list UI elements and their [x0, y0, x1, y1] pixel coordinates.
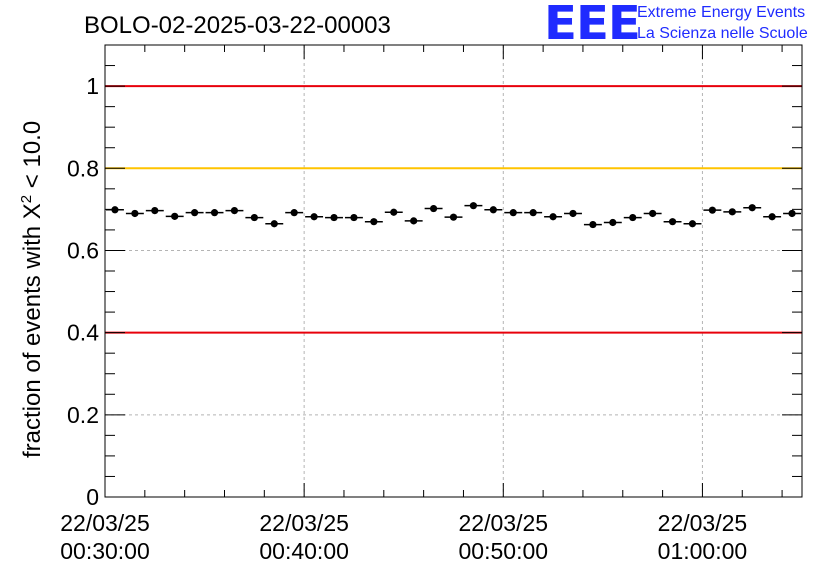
data-point	[131, 209, 139, 218]
y-tick-label: 0	[86, 484, 99, 510]
data-point	[410, 217, 418, 225]
x-tick-label-date: 22/03/25	[658, 510, 748, 536]
data-point	[310, 213, 318, 221]
data-point	[589, 220, 597, 229]
data-point	[250, 213, 258, 222]
y-tick-label: 0.6	[67, 237, 99, 263]
eee-logo-mark: EEE	[544, 0, 641, 50]
data-point	[469, 202, 478, 210]
data-point	[330, 213, 338, 222]
data-point	[708, 206, 716, 214]
data-point	[370, 218, 378, 226]
x-tick-label-time: 00:30:00	[60, 538, 150, 564]
chart-title: BOLO-02-2025-03-22-00003	[84, 12, 391, 39]
data-point	[529, 209, 537, 217]
x-tick-label-date: 22/03/25	[60, 510, 150, 536]
data-point	[629, 213, 637, 222]
data-point	[569, 209, 577, 218]
data-point	[191, 209, 199, 217]
y-tick-label: 0.2	[67, 402, 99, 428]
y-axis-label-symbol: X	[19, 203, 46, 220]
y-tick-label: 0.4	[67, 320, 99, 346]
data-point	[111, 206, 119, 214]
data-point	[449, 213, 458, 221]
data-point	[509, 209, 517, 217]
x-tick-label-date: 22/03/25	[459, 510, 549, 536]
x-tick-label-time: 01:00:00	[658, 538, 748, 564]
data-point	[748, 204, 756, 212]
x-tick-label-time: 00:40:00	[259, 538, 349, 564]
data-point	[230, 206, 239, 215]
logo-line-1: Extreme Energy Events	[637, 4, 806, 21]
data-point	[788, 209, 796, 218]
data-point	[688, 220, 697, 228]
y-axis-label: fraction of events with X2 < 10.0	[18, 0, 58, 458]
x-tick-label-time: 00:50:00	[459, 538, 549, 564]
data-point	[549, 213, 557, 221]
data-point	[768, 213, 776, 221]
data-point	[290, 209, 298, 217]
y-tick-label: 1	[86, 73, 99, 99]
data-point	[609, 218, 617, 227]
y-tick-label: 0.8	[67, 155, 99, 181]
x-tick-label-date: 22/03/25	[259, 510, 349, 536]
y-axis-label-prefix: fraction of events with	[19, 219, 46, 458]
data-point	[151, 206, 159, 215]
data-point	[270, 220, 278, 228]
data-point	[429, 204, 438, 213]
data-point	[728, 208, 736, 216]
data-point	[171, 212, 179, 220]
data-point	[649, 209, 657, 218]
data-point	[210, 209, 219, 217]
y-axis-label-suffix: < 10.0	[19, 120, 46, 195]
data-point	[489, 206, 497, 214]
data-point	[390, 208, 398, 216]
plot-frame	[104, 44, 803, 498]
y-axis-label-superscript: 2	[18, 194, 35, 204]
data-point	[350, 213, 358, 222]
logo-line-2: La Scienza nelle Scuole	[637, 25, 808, 42]
data-point	[668, 218, 677, 226]
